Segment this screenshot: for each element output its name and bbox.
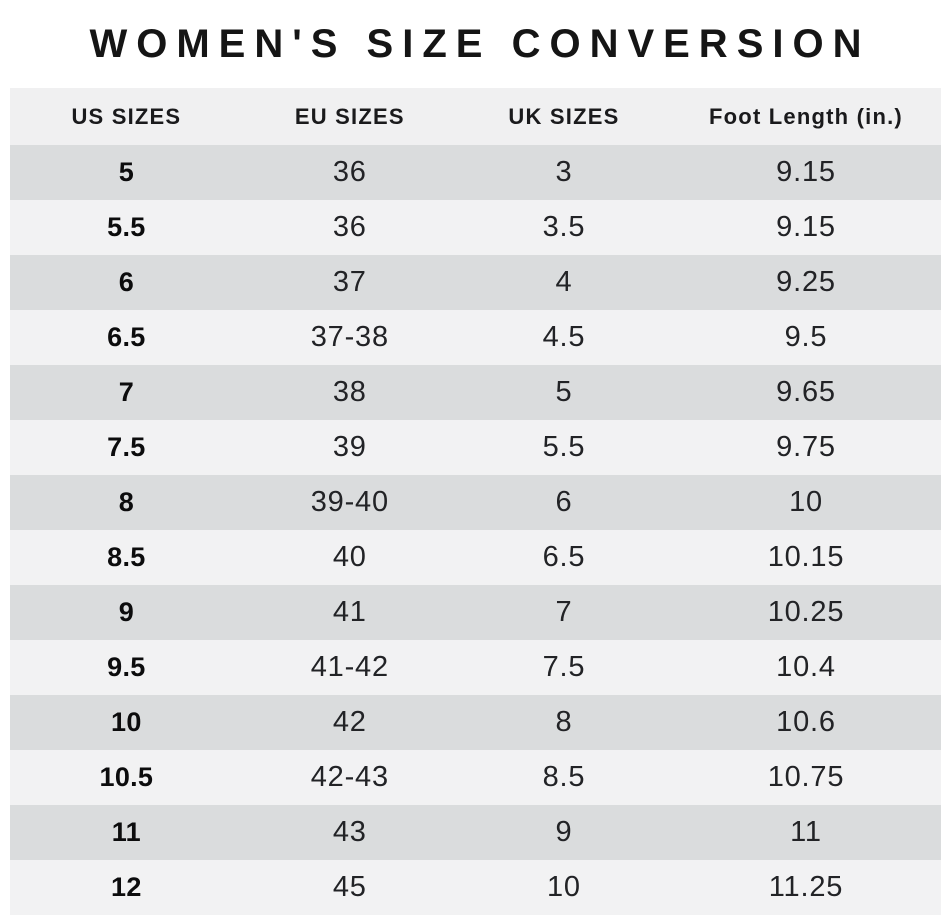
table-cell: 6: [555, 486, 573, 518]
header-cell: EU SIZES: [294, 103, 405, 129]
table-cell: 36: [332, 211, 367, 243]
table-cell: 41-42: [310, 651, 389, 683]
table-cell: 10.6: [776, 706, 836, 738]
table-row: 10 42 8 10.6: [10, 695, 941, 750]
table-row: 11 43 9 11: [10, 805, 941, 860]
table-cell: 11: [111, 817, 141, 847]
table-cell: 3.5: [542, 211, 586, 243]
table-cell: 38: [332, 376, 367, 408]
size-conversion-table: US SIZES EU SIZES UK SIZES Foot Length (in.…: [10, 88, 941, 915]
table-cell: 8: [555, 706, 573, 738]
table-cell: 41: [332, 596, 367, 628]
table-cell: 11.25: [768, 871, 844, 903]
table-row: 5 36 3 9.15: [10, 145, 941, 200]
table-cell: 7: [555, 596, 573, 628]
table-cell: 9: [118, 597, 135, 627]
table-cell: 12: [111, 872, 142, 902]
table-cell: 9: [555, 816, 573, 848]
table-cell: 10: [789, 486, 823, 518]
table-row: 12 45 10 11.25: [10, 860, 941, 915]
table-cell: 10.75: [767, 761, 845, 793]
table-cell: 5: [118, 157, 135, 187]
table-cell: 37-38: [310, 321, 389, 353]
table-cell: 10: [111, 707, 142, 737]
table-cell: 6.5: [542, 541, 586, 573]
table-header-row: US SIZES EU SIZES UK SIZES Foot Length (in.…: [10, 88, 941, 145]
table-cell: 37: [332, 266, 367, 298]
table-cell: 10.15: [767, 541, 845, 573]
header-cell: Foot Length (in.): [709, 103, 903, 129]
table-row: 5.5 36 3.5 9.15: [10, 200, 941, 255]
table-cell: 9.5: [784, 321, 828, 353]
table-cell: 10.5: [99, 762, 154, 792]
table-row: 7 38 5 9.65: [10, 365, 941, 420]
table-row: 9 41 7 10.25: [10, 585, 941, 640]
table-cell: 42: [332, 706, 367, 738]
table-cell: 5.5: [107, 212, 146, 242]
table-cell: 10.4: [776, 651, 836, 683]
table-cell: 11: [790, 816, 822, 848]
table-cell: 9.25: [776, 266, 836, 298]
table-cell: 45: [332, 871, 367, 903]
table-cell: 6.5: [107, 322, 146, 352]
table-cell: 8: [118, 487, 135, 517]
table-cell: 3: [555, 156, 573, 188]
table-cell: 4.5: [542, 321, 586, 353]
table-cell: 6: [118, 267, 135, 297]
table-cell: 8.5: [107, 542, 146, 572]
table-cell: 10: [547, 871, 581, 903]
table-row: 8 39-40 6 10: [10, 475, 941, 530]
table-row: 6 37 4 9.25: [10, 255, 941, 310]
table-cell: 39-40: [310, 486, 389, 518]
header-cell: UK SIZES: [508, 103, 620, 129]
table-cell: 9.15: [776, 156, 836, 188]
table-cell: 9.15: [776, 211, 836, 243]
table-cell: 5: [555, 376, 573, 408]
table-cell: 40: [332, 541, 367, 573]
table-cell: 42-43: [310, 761, 389, 793]
table-row: 6.5 37-38 4.5 9.5: [10, 310, 941, 365]
table-cell: 9.75: [776, 431, 836, 463]
table-body: 5 36 3 9.15 5.5 36 3.5 9.15 6 37 4 9.25 6.5 37-38 4.5 9…: [10, 145, 941, 915]
table-cell: 7.5: [542, 651, 586, 683]
table-row: 7.5 39 5.5 9.75: [10, 420, 941, 475]
table-cell: 9.65: [776, 376, 836, 408]
table-row: 8.5 40 6.5 10.15: [10, 530, 941, 585]
table-cell: 10.25: [767, 596, 845, 628]
page-title: WOMEN'S SIZE CONVERSION: [89, 21, 871, 66]
table-cell: 7.5: [107, 432, 146, 462]
table-cell: 7: [118, 377, 135, 407]
table-cell: 4: [555, 266, 573, 298]
table-cell: 36: [332, 156, 367, 188]
table-row: 9.5 41-42 7.5 10.4: [10, 640, 941, 695]
table-cell: 43: [332, 816, 367, 848]
table-cell: 5.5: [542, 431, 586, 463]
table-cell: 8.5: [542, 761, 586, 793]
header-cell: US SIZES: [71, 103, 182, 129]
table-row: 10.5 42-43 8.5 10.75: [10, 750, 941, 805]
table-cell: 9.5: [107, 652, 146, 682]
table-cell: 39: [332, 431, 367, 463]
